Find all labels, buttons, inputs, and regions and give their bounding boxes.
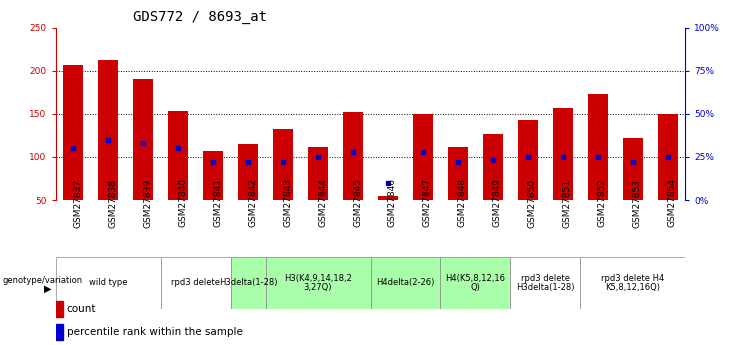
Bar (658, 114, 677, 200)
Text: percentile rank within the sample: percentile rank within the sample (67, 327, 242, 337)
Bar (588, 94, 608, 200)
Bar (448, 147, 468, 200)
Text: H4(K5,8,12,16
Q): H4(K5,8,12,16 Q) (445, 274, 505, 292)
Text: GSM27851: GSM27851 (563, 178, 572, 227)
Text: GSM27845: GSM27845 (353, 178, 362, 227)
Text: H3(K4,9,14,18,2
3,27Q): H3(K4,9,14,18,2 3,27Q) (284, 274, 352, 292)
Text: wild type: wild type (89, 278, 127, 287)
Text: rpd3 delete H4
K5,8,12,16Q): rpd3 delete H4 K5,8,12,16Q) (601, 274, 665, 292)
FancyBboxPatch shape (56, 257, 161, 309)
Text: H3delta(1-28): H3delta(1-28) (219, 278, 277, 287)
FancyBboxPatch shape (230, 257, 265, 309)
Text: GSM27840: GSM27840 (178, 178, 187, 227)
Text: GSM27854: GSM27854 (668, 178, 677, 227)
Bar (483, 134, 502, 200)
FancyBboxPatch shape (440, 257, 511, 309)
Text: GSM27852: GSM27852 (598, 178, 607, 227)
Text: rpd3 delete
H3delta(1-28): rpd3 delete H3delta(1-28) (516, 274, 575, 292)
Text: GSM27844: GSM27844 (318, 178, 327, 227)
Text: GSM27848: GSM27848 (458, 178, 467, 227)
Bar (554, 108, 573, 200)
Text: rpd3 delete: rpd3 delete (171, 278, 220, 287)
Text: GSM27843: GSM27843 (283, 178, 292, 227)
Text: GSM27850: GSM27850 (528, 178, 537, 227)
Text: GSM27837: GSM27837 (73, 178, 82, 227)
FancyBboxPatch shape (161, 257, 230, 309)
Text: GSM27849: GSM27849 (493, 178, 502, 227)
FancyBboxPatch shape (511, 257, 580, 309)
Text: GDS772 / 8693_at: GDS772 / 8693_at (133, 10, 268, 24)
Text: GSM27838: GSM27838 (108, 178, 117, 227)
Bar (56, 301, 64, 317)
FancyBboxPatch shape (265, 257, 370, 309)
Text: GSM27846: GSM27846 (388, 178, 397, 227)
Bar (519, 120, 537, 200)
Text: count: count (67, 304, 96, 314)
Text: GSM27853: GSM27853 (633, 178, 642, 227)
Bar (343, 112, 362, 200)
Bar (56, 324, 64, 340)
Bar (99, 60, 118, 200)
Text: genotype/variation: genotype/variation (2, 276, 82, 285)
Bar (239, 144, 258, 200)
Text: GSM27847: GSM27847 (423, 178, 432, 227)
Bar (168, 111, 187, 200)
Bar (379, 196, 398, 200)
Bar (133, 79, 153, 200)
Text: ▶: ▶ (44, 284, 52, 294)
Text: GSM27839: GSM27839 (143, 178, 152, 227)
Bar (64, 65, 83, 200)
Bar (204, 151, 222, 200)
FancyBboxPatch shape (580, 257, 685, 309)
Text: GSM27842: GSM27842 (248, 178, 257, 227)
FancyBboxPatch shape (370, 257, 440, 309)
Bar (273, 129, 293, 200)
Bar (413, 114, 433, 200)
Bar (308, 147, 328, 200)
Text: H4delta(2-26): H4delta(2-26) (376, 278, 435, 287)
Bar (623, 138, 642, 200)
Text: GSM27841: GSM27841 (213, 178, 222, 227)
